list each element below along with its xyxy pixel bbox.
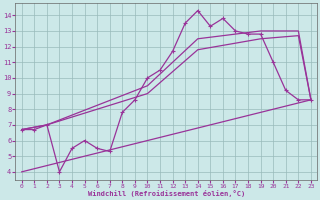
X-axis label: Windchill (Refroidissement éolien,°C): Windchill (Refroidissement éolien,°C) (88, 190, 245, 197)
